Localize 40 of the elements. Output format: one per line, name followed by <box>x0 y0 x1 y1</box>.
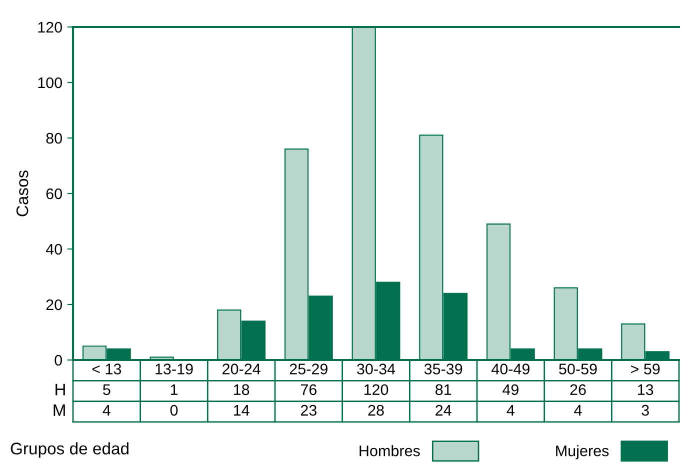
data-label: 3 <box>642 404 649 416</box>
legend-label: Mujeres <box>556 445 609 460</box>
data-label: 13 <box>638 384 654 396</box>
data-label: 0 <box>170 404 178 416</box>
x-tick-label: 13-19 <box>156 364 193 374</box>
y-tick-label: 20 <box>46 299 62 310</box>
legend-label: Hombres <box>360 445 420 456</box>
x-tick-label: > 59 <box>631 364 660 374</box>
data-label: 18 <box>234 384 250 396</box>
y-tick-label: 80 <box>46 132 62 144</box>
data-label: 76 <box>300 384 316 396</box>
data-label: 49 <box>502 384 518 396</box>
data-label: 5 <box>103 384 110 396</box>
text: H <box>56 384 65 396</box>
y-tick-label: 120 <box>38 22 62 33</box>
x-tick-label: 25-29 <box>290 364 328 374</box>
y-tick-label: 100 <box>38 77 62 88</box>
data-label: 4 <box>506 405 514 416</box>
data-label: 23 <box>300 404 316 416</box>
data-label: 14 <box>234 405 250 416</box>
data-label: 4 <box>574 405 582 416</box>
y-tick-label: 40 <box>46 244 62 255</box>
x-tick-label: < 13 <box>92 364 122 374</box>
data-label: 120 <box>364 384 388 396</box>
y-tick-label: 0 <box>54 354 62 366</box>
data-label: 24 <box>436 404 452 416</box>
x-tick-label: 50-59 <box>559 364 597 374</box>
data-label: 28 <box>368 404 384 416</box>
x-tick-label: 35-39 <box>424 364 462 374</box>
text: M <box>54 404 65 416</box>
data-label: 4 <box>102 405 110 416</box>
y-tick-label: 60 <box>46 188 62 200</box>
x-tick-label: 30-34 <box>357 364 396 374</box>
data-label: 81 <box>436 384 452 396</box>
y-axis-title: Casos <box>16 170 28 216</box>
data-label: 26 <box>570 384 586 396</box>
x-axis-title: Grupos de edad <box>10 442 128 458</box>
x-tick-label: 40-49 <box>491 364 530 374</box>
x-tick-label: 20-24 <box>222 364 260 374</box>
data-label: 1 <box>170 384 178 395</box>
